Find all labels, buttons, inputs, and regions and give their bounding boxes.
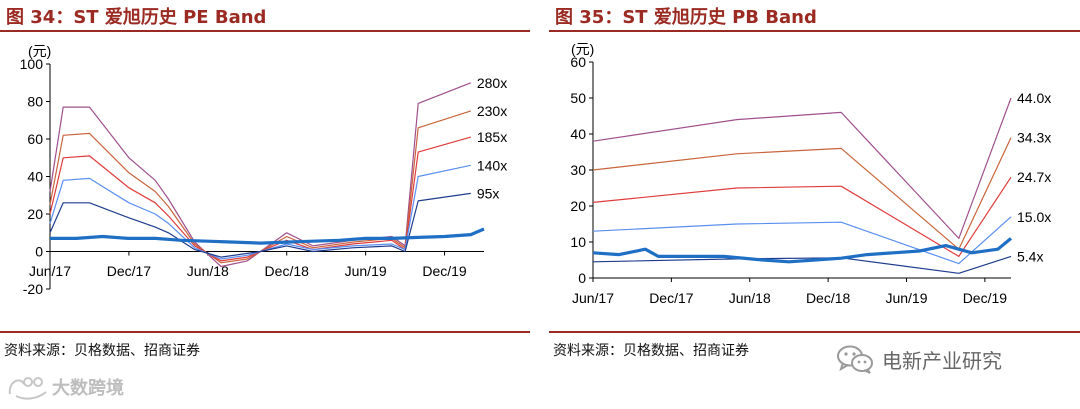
chart-title: 图 34：ST 爱旭历史 PE Band [6, 7, 267, 28]
y-tick-label: 100 [20, 56, 44, 72]
wechat-account-mark: 电新产业研究 [836, 344, 1002, 374]
y-tick-label: 30 [570, 162, 586, 178]
price-series-line [50, 227, 485, 245]
x-tick-label: Jun/17 [29, 263, 71, 279]
band-line-140x [49, 164, 471, 260]
band-label: 140x [477, 157, 507, 173]
price-series-line [592, 237, 1013, 264]
band-label: 34.3x [1017, 130, 1051, 146]
band-label: 280x [477, 75, 507, 91]
band-label: 5.4x [1017, 248, 1043, 264]
source-note: 资料来源：贝格数据、招商证券 [4, 343, 200, 359]
y-tick-label: 60 [27, 131, 43, 147]
x-tick-label: Dec/17 [649, 290, 694, 306]
band-label: 95x [477, 185, 500, 201]
source-note: 资料来源：贝格数据、招商证券 [553, 343, 749, 359]
band-line-15.0x [592, 216, 1012, 265]
x-tick-label: Dec/18 [265, 263, 310, 279]
x-tick-label: Jun/19 [345, 263, 387, 279]
y-tick-label: 60 [570, 54, 586, 70]
band-line-24.7x [592, 176, 1012, 257]
y-tick-label: 40 [570, 126, 586, 142]
band-line-44.0x [592, 97, 1012, 239]
x-tick-label: Dec/19 [422, 263, 467, 279]
x-tick-label: Dec/18 [806, 290, 851, 306]
band-label: 185x [477, 129, 507, 145]
wechat-account-name: 电新产业研究 [882, 348, 1002, 373]
x-tick-label: Jun/18 [187, 263, 229, 279]
pe-band-chart: (元) -20 0 20 40 60 80 100 Jun/17 Dec/17 Jun/18 Dec/… [20, 43, 508, 297]
y-tick-label: 20 [570, 198, 586, 214]
x-tick-label: Jun/18 [729, 290, 771, 306]
y-tick-label: -20 [23, 281, 43, 297]
band-label: 15.0x [1017, 209, 1051, 225]
plot-area: (元) 0 10 20 30 40 50 60 Jun/17 Dec/17 Jun/18 Dec/18… [570, 41, 1051, 306]
band-line-34.3x [592, 137, 1012, 250]
watermark-logo-icon [8, 377, 47, 400]
band-label: 24.7x [1017, 169, 1051, 185]
y-tick-label: 50 [570, 90, 586, 106]
source-divider [549, 331, 1080, 333]
y-tick-label: 80 [27, 94, 43, 110]
x-tick-label: Jun/19 [885, 290, 927, 306]
pe-band-panel: 图 34：ST 爱旭历史 PE Band (元) -20 0 20 40 60 80 100 J… [0, 0, 530, 409]
watermark: 大数跨境 [6, 374, 124, 400]
y-unit-label: (元) [571, 41, 594, 57]
y-unit-label: (元) [28, 43, 51, 59]
watermark-text: 大数跨境 [52, 378, 124, 399]
band-line-95x [49, 192, 471, 258]
source-divider [0, 331, 530, 333]
y-tick-label: 20 [27, 206, 43, 222]
chart-title: 图 35：ST 爱旭历史 PB Band [555, 7, 817, 28]
pb-band-panel: 图 35：ST 爱旭历史 PB Band (元) 0 10 20 30 40 50 60 Jun… [549, 0, 1080, 409]
title-divider [549, 30, 1080, 32]
wechat-logo-icon [837, 345, 873, 374]
title-divider [0, 30, 530, 32]
y-tick-label: 10 [570, 234, 586, 250]
x-tick-label: Dec/19 [963, 290, 1008, 306]
x-tick-label: Dec/17 [107, 263, 152, 279]
x-tick-label: Jun/17 [572, 290, 614, 306]
y-tick-label: 40 [27, 169, 43, 185]
band-line-5.4x [592, 255, 1012, 274]
y-tick-label: 0 [35, 244, 43, 260]
band-label: 230x [477, 103, 507, 119]
y-tick-label: 0 [578, 270, 586, 286]
band-line-230x [49, 110, 471, 264]
pb-band-chart: (元) 0 10 20 30 40 50 60 Jun/17 Dec/17 Jun/18 Dec/18… [570, 41, 1051, 306]
band-label: 44.0x [1017, 90, 1051, 106]
plot-area: (元) -20 0 20 40 60 80 100 Jun/17 Dec/17 Jun/18 Dec/… [20, 43, 508, 297]
band-line-185x [49, 136, 471, 262]
